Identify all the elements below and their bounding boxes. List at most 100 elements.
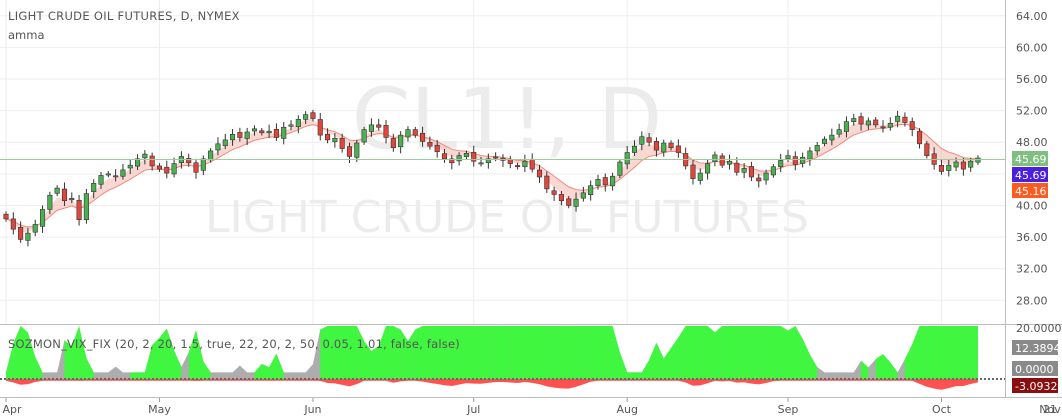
candle[interactable] xyxy=(909,117,915,137)
candle[interactable] xyxy=(463,150,469,160)
candle[interactable] xyxy=(412,126,418,138)
candle[interactable] xyxy=(390,133,396,152)
candle[interactable] xyxy=(317,112,323,141)
candle[interactable] xyxy=(32,219,38,237)
candle[interactable] xyxy=(763,169,769,185)
candle[interactable] xyxy=(83,188,89,224)
candle[interactable] xyxy=(215,137,221,156)
candle[interactable] xyxy=(113,169,119,182)
candle[interactable] xyxy=(916,128,923,149)
candle[interactable] xyxy=(975,155,981,165)
candle[interactable] xyxy=(558,191,564,206)
candle[interactable] xyxy=(880,120,886,133)
candle[interactable] xyxy=(332,132,338,148)
candle[interactable] xyxy=(325,128,331,144)
candle[interactable] xyxy=(420,126,426,147)
candle[interactable] xyxy=(478,156,484,167)
candle[interactable] xyxy=(668,140,674,151)
candle[interactable] xyxy=(778,153,784,173)
candle[interactable] xyxy=(697,168,703,185)
candle[interactable] xyxy=(515,162,521,170)
candle[interactable] xyxy=(164,160,170,179)
candle[interactable] xyxy=(748,161,754,182)
candle[interactable] xyxy=(836,123,842,138)
candle[interactable] xyxy=(120,163,126,180)
symbol-title[interactable]: LIGHT CRUDE OIL FUTURES, D, NYMEX xyxy=(8,9,240,23)
candle[interactable] xyxy=(142,150,148,165)
candle[interactable] xyxy=(303,111,309,124)
candle[interactable] xyxy=(566,196,572,209)
candle[interactable] xyxy=(522,154,528,173)
candle[interactable] xyxy=(354,139,360,163)
candle[interactable] xyxy=(683,147,689,170)
candle[interactable] xyxy=(98,172,104,189)
candle[interactable] xyxy=(726,154,733,170)
candle[interactable] xyxy=(646,132,652,147)
candle[interactable] xyxy=(807,146,813,166)
candles[interactable] xyxy=(3,109,981,247)
candle[interactable] xyxy=(339,133,345,153)
candle[interactable] xyxy=(441,148,448,163)
candle[interactable] xyxy=(821,136,828,147)
candle[interactable] xyxy=(946,159,952,177)
candle[interactable] xyxy=(536,164,543,183)
candle[interactable] xyxy=(705,159,711,180)
candle[interactable] xyxy=(485,153,491,169)
candle[interactable] xyxy=(10,212,16,235)
candle[interactable] xyxy=(902,112,908,127)
candle[interactable] xyxy=(573,192,579,212)
candle[interactable] xyxy=(580,186,586,202)
candle[interactable] xyxy=(222,133,228,150)
candle[interactable] xyxy=(653,137,659,157)
candle[interactable] xyxy=(156,163,163,172)
candle[interactable] xyxy=(200,155,206,176)
candle[interactable] xyxy=(91,179,97,199)
candle[interactable] xyxy=(887,117,893,131)
candle[interactable] xyxy=(938,159,945,175)
candle[interactable] xyxy=(376,118,382,131)
candle[interactable] xyxy=(193,158,199,179)
candle[interactable] xyxy=(800,152,806,168)
candle[interactable] xyxy=(719,153,725,168)
candle[interactable] xyxy=(843,116,849,138)
candle[interactable] xyxy=(273,123,279,141)
price-axis[interactable]: 64.0060.0056.0052.0048.0044.0040.0036.00… xyxy=(1016,10,1048,307)
candle[interactable] xyxy=(544,171,550,193)
candle[interactable] xyxy=(361,126,367,145)
oscillator-label[interactable]: SOZMON_VIX_FIX (20, 2, 20, 1.5, true, 22… xyxy=(8,337,460,351)
candle[interactable] xyxy=(186,153,192,167)
candle[interactable] xyxy=(712,151,718,167)
candle[interactable] xyxy=(259,127,265,136)
candle[interactable] xyxy=(398,131,404,154)
candle[interactable] xyxy=(595,174,601,190)
candle[interactable] xyxy=(588,180,594,201)
candle[interactable] xyxy=(770,163,776,178)
candle[interactable] xyxy=(427,136,433,150)
candle[interactable] xyxy=(149,152,155,171)
candle[interactable] xyxy=(865,117,871,130)
candle[interactable] xyxy=(449,154,455,170)
candle[interactable] xyxy=(230,129,236,146)
candle[interactable] xyxy=(610,172,616,191)
candle[interactable] xyxy=(368,118,374,137)
candle[interactable] xyxy=(54,185,60,197)
candle[interactable] xyxy=(690,159,696,185)
candle[interactable] xyxy=(105,171,111,178)
candle[interactable] xyxy=(47,191,53,215)
candle[interactable] xyxy=(288,120,294,131)
candle[interactable] xyxy=(734,157,740,176)
candle[interactable] xyxy=(76,194,82,226)
candle[interactable] xyxy=(25,227,31,247)
candle[interactable] xyxy=(281,121,287,145)
candle[interactable] xyxy=(127,159,133,174)
candle[interactable] xyxy=(756,173,762,188)
candle[interactable] xyxy=(61,182,68,207)
candle[interactable] xyxy=(829,128,835,146)
candle[interactable] xyxy=(135,154,141,171)
candle[interactable] xyxy=(792,151,798,171)
candle[interactable] xyxy=(3,211,9,222)
candle[interactable] xyxy=(675,139,681,158)
